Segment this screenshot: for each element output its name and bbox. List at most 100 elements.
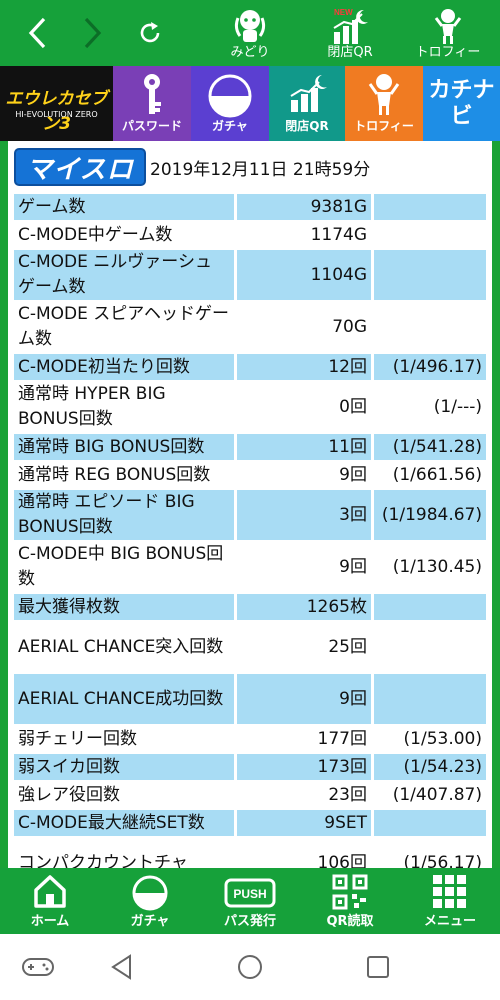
stat-rate: [374, 594, 486, 620]
stat-rate: [374, 302, 486, 352]
stats-panel: マイスロ 2019年12月11日 21時59分 ゲーム数 9381G C-MOD…: [8, 141, 492, 868]
table-row: ゲーム数 9381G: [14, 194, 486, 220]
stat-rate: (1/541.28): [374, 434, 486, 460]
bottom-nav: ホーム ガチャ PUSH パス発行 QR読取 メニュー: [0, 868, 500, 934]
stat-label: 通常時 エピソード BIG BONUS回数: [14, 490, 234, 540]
system-back-button[interactable]: [102, 952, 142, 982]
new-badge: NEW: [334, 8, 353, 17]
stat-label: 通常時 HYPER BIG BONUS回数: [14, 382, 234, 432]
forward-button[interactable]: [72, 0, 112, 66]
stat-rate: [374, 194, 486, 220]
kachinavi-logo[interactable]: カチナビ: [423, 66, 500, 141]
top-nav-midori[interactable]: みどり: [210, 2, 290, 64]
stat-label: C-MODE中ゲーム数: [14, 222, 234, 248]
stat-value: 12回: [234, 354, 374, 380]
stat-rate: (1/56.17): [374, 838, 486, 868]
banner-closing-qr[interactable]: 閉店QR: [269, 66, 345, 141]
game-logo[interactable]: エウレカセブン3 HI-EVOLUTION ZERO: [0, 66, 113, 141]
bottom-nav-qr-label: QR読取: [326, 914, 374, 929]
system-nav-bar: [0, 934, 500, 1000]
top-nav-trophy-label: トロフィー: [415, 45, 481, 60]
chevron-left-icon: [28, 17, 46, 49]
stat-value: 1104G: [234, 250, 374, 300]
bottom-nav-home[interactable]: ホーム: [0, 868, 100, 934]
home-icon: [34, 875, 66, 908]
table-row: 弱スイカ回数 173回 (1/54.23): [14, 754, 486, 780]
top-nav-trophy[interactable]: トロフィー: [408, 2, 488, 64]
stat-rate: (1/1984.67): [374, 490, 486, 540]
gamepad-icon: [22, 958, 54, 976]
stat-label: 通常時 REG BONUS回数: [14, 462, 234, 488]
bottom-nav-home-label: ホーム: [30, 914, 70, 929]
table-row: AERIAL CHANCE成功回数 9回: [14, 674, 486, 724]
stat-rate: (1/54.23): [374, 754, 486, 780]
stat-rate: (1/130.45): [374, 542, 486, 592]
top-nav-closing-qr[interactable]: NEW 閉店QR: [310, 2, 390, 64]
banner-trophy[interactable]: トロフィー: [345, 66, 423, 141]
chart-moon-icon: NEW: [333, 8, 368, 44]
trophy-person-icon: [368, 74, 400, 115]
table-row: C-MODE ニルヴァーシュ ゲーム数 1104G: [14, 250, 486, 300]
stat-value: 1174G: [234, 222, 374, 248]
system-recents-button[interactable]: [358, 952, 398, 982]
table-row: 弱チェリー回数 177回 (1/53.00): [14, 726, 486, 752]
stats-table: ゲーム数 9381G C-MODE中ゲーム数 1174G C-MODE ニルヴァ…: [14, 192, 486, 868]
stat-label: 最大獲得枚数: [14, 594, 234, 620]
stat-label: コンパクカウントチャ: [14, 838, 234, 868]
reload-button[interactable]: [130, 0, 170, 66]
stat-value: 9回: [234, 674, 374, 724]
stat-value: 11回: [234, 434, 374, 460]
game-logo-subtitle: HI-EVOLUTION ZERO: [15, 110, 98, 119]
table-row: C-MODE初当たり回数 12回 (1/496.17): [14, 354, 486, 380]
game-logo-title: エウレカセブン3: [5, 89, 108, 134]
stat-label: C-MODE スピアヘッドゲーム数: [14, 302, 234, 352]
stat-rate: [374, 222, 486, 248]
game-controller-button[interactable]: [18, 952, 58, 982]
push-icon-text: PUSH: [233, 887, 266, 901]
title-row: マイスロ 2019年12月11日 21時59分: [8, 141, 492, 191]
table-row: C-MODE中 BIG BONUS回数 9回 (1/130.45): [14, 542, 486, 592]
key-icon: [144, 74, 161, 114]
bottom-nav-menu[interactable]: メニュー: [400, 868, 500, 934]
banner-password-label: パスワード: [121, 119, 182, 133]
stat-label: 通常時 BIG BONUS回数: [14, 434, 234, 460]
banner-closing-qr-label: 閉店QR: [285, 119, 329, 133]
stat-label: C-MODE ニルヴァーシュ ゲーム数: [14, 250, 234, 300]
banner-gacha[interactable]: ガチャ: [191, 66, 269, 141]
stat-rate: (1/---): [374, 382, 486, 432]
chart-moon-icon: [290, 75, 327, 112]
stat-label: AERIAL CHANCE突入回数: [14, 622, 234, 672]
grid-menu-icon: [433, 875, 466, 908]
table-row: 最大獲得枚数 1265枚: [14, 594, 486, 620]
bottom-nav-pass[interactable]: PUSH パス発行: [200, 868, 300, 934]
content-area: マイスロ 2019年12月11日 21時59分 ゲーム数 9381G C-MOD…: [0, 141, 500, 868]
stat-value: 1265枚: [234, 594, 374, 620]
bottom-nav-qr[interactable]: QR読取: [300, 868, 400, 934]
triangle-back-icon: [111, 954, 131, 980]
myslo-logo-text: マイスロ: [26, 154, 134, 185]
circle-home-icon: [238, 955, 262, 979]
bottom-nav-gacha-label: ガチャ: [130, 914, 170, 929]
bottom-nav-menu-label: メニュー: [423, 914, 476, 929]
table-row: AERIAL CHANCE突入回数 25回: [14, 622, 486, 672]
stat-value: 177回: [234, 726, 374, 752]
square-recents-icon: [367, 956, 389, 978]
reload-icon: [140, 22, 160, 43]
back-button[interactable]: [18, 0, 58, 66]
stat-value: 23回: [234, 782, 374, 808]
stat-value: 9回: [234, 462, 374, 488]
bottom-nav-gacha[interactable]: ガチャ: [100, 868, 200, 934]
top-nav: みどり NEW 閉店QR トロフィー: [0, 0, 500, 66]
stat-rate: (1/407.87): [374, 782, 486, 808]
stat-value: 9381G: [234, 194, 374, 220]
banner-trophy-label: トロフィー: [354, 119, 414, 133]
stat-value: 9回: [234, 542, 374, 592]
banner-password[interactable]: パスワード: [113, 66, 191, 141]
stat-rate: [374, 810, 486, 836]
stat-rate: [374, 250, 486, 300]
table-row: コンパクカウントチャ 106回 (1/56.17): [14, 838, 486, 868]
stat-rate: [374, 622, 486, 672]
stat-value: 9SET: [234, 810, 374, 836]
system-home-button[interactable]: [230, 952, 270, 982]
stat-label: C-MODE最大継続SET数: [14, 810, 234, 836]
